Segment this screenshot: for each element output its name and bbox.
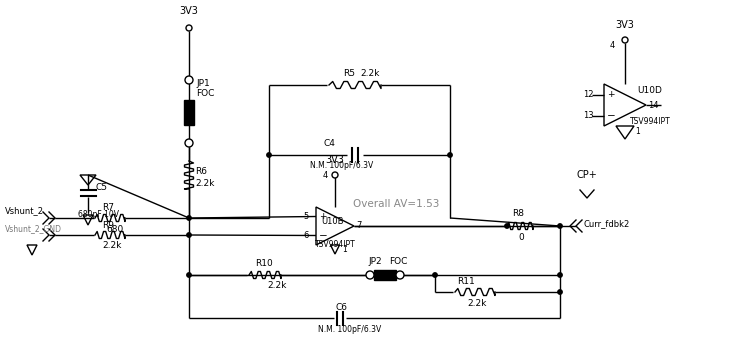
Text: 4: 4 xyxy=(323,171,328,180)
Circle shape xyxy=(185,139,193,147)
Bar xyxy=(374,270,396,280)
Circle shape xyxy=(505,224,509,228)
Text: 680pF 10V: 680pF 10V xyxy=(78,210,119,219)
Text: 3V3: 3V3 xyxy=(326,155,344,165)
Text: N.M. 100pF/6.3V: N.M. 100pF/6.3V xyxy=(310,162,374,171)
Text: JP2: JP2 xyxy=(368,257,382,266)
Circle shape xyxy=(558,290,562,294)
Text: 2.2k: 2.2k xyxy=(360,70,379,79)
Text: JP1: JP1 xyxy=(196,79,210,89)
Text: R10: R10 xyxy=(255,260,273,269)
Bar xyxy=(184,100,194,125)
Circle shape xyxy=(558,224,562,228)
Text: 3V3: 3V3 xyxy=(616,20,634,30)
Text: FOC: FOC xyxy=(389,257,407,266)
Circle shape xyxy=(186,233,191,237)
Text: Curr_fdbk2: Curr_fdbk2 xyxy=(584,219,631,228)
Text: C4: C4 xyxy=(323,140,335,149)
Text: R6: R6 xyxy=(195,167,207,176)
Text: U10B: U10B xyxy=(321,218,344,227)
Text: C5: C5 xyxy=(96,183,108,192)
Text: TSV994IPT: TSV994IPT xyxy=(630,117,671,126)
Text: 4: 4 xyxy=(610,42,615,51)
Text: 1: 1 xyxy=(635,126,640,135)
Circle shape xyxy=(332,172,338,178)
Text: Overall AV=1.53: Overall AV=1.53 xyxy=(353,199,440,209)
Text: 0: 0 xyxy=(518,233,524,242)
Text: R11: R11 xyxy=(457,276,475,285)
Text: 2.2k: 2.2k xyxy=(195,178,214,187)
Circle shape xyxy=(622,37,628,43)
Text: +: + xyxy=(319,212,327,221)
Text: R7: R7 xyxy=(102,204,114,213)
Text: TSV994IPT: TSV994IPT xyxy=(315,240,355,249)
Text: U10D: U10D xyxy=(637,86,662,95)
Circle shape xyxy=(366,271,374,279)
Text: −: − xyxy=(319,230,328,241)
Circle shape xyxy=(558,273,562,277)
Circle shape xyxy=(396,271,404,279)
Text: C6: C6 xyxy=(336,303,348,312)
Text: 6: 6 xyxy=(304,231,309,240)
Text: 5: 5 xyxy=(304,212,309,221)
Text: −: − xyxy=(607,111,616,121)
Text: 680: 680 xyxy=(106,224,123,233)
Text: Vshunt_2: Vshunt_2 xyxy=(5,206,44,215)
Text: 7: 7 xyxy=(356,222,361,230)
Text: N.M. 100pF/6.3V: N.M. 100pF/6.3V xyxy=(318,326,381,335)
Circle shape xyxy=(186,216,191,220)
Text: FOC: FOC xyxy=(196,89,214,98)
Text: 2.2k: 2.2k xyxy=(467,298,487,308)
Circle shape xyxy=(185,76,193,84)
Text: 2.2k: 2.2k xyxy=(267,281,286,290)
Text: R9: R9 xyxy=(102,220,114,229)
Circle shape xyxy=(266,153,271,157)
Text: Vshunt_2_GND: Vshunt_2_GND xyxy=(5,224,62,233)
Text: 14: 14 xyxy=(648,101,658,109)
Text: R5: R5 xyxy=(343,70,355,79)
Text: 1: 1 xyxy=(342,244,346,253)
Text: 2.2k: 2.2k xyxy=(102,242,121,251)
Circle shape xyxy=(448,153,452,157)
Circle shape xyxy=(186,273,191,277)
Circle shape xyxy=(186,25,192,31)
Circle shape xyxy=(433,273,437,277)
Text: +: + xyxy=(607,90,614,99)
Text: 12: 12 xyxy=(584,90,594,99)
Text: R8: R8 xyxy=(512,210,524,219)
Text: 13: 13 xyxy=(584,111,594,120)
Text: 3V3: 3V3 xyxy=(180,6,198,16)
Text: CP+: CP+ xyxy=(577,170,597,180)
